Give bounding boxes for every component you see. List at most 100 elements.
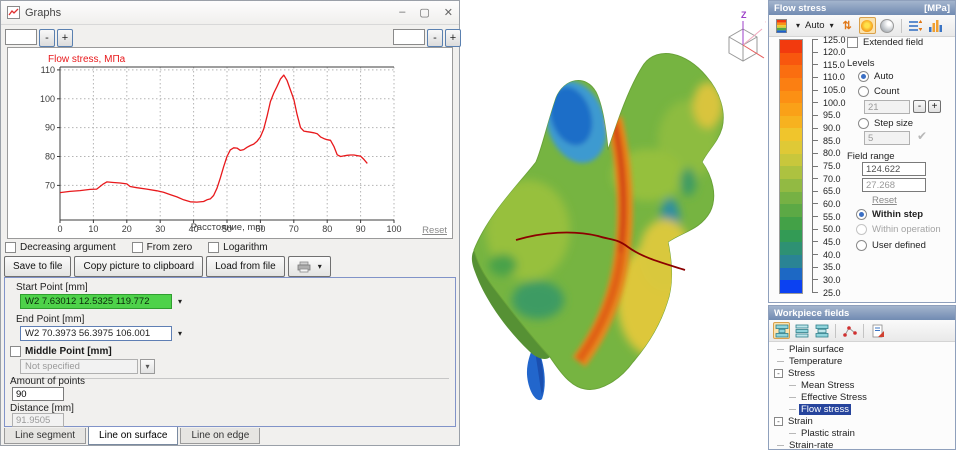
- svg-text:70: 70: [289, 224, 299, 234]
- tree-expander-icon[interactable]: -: [774, 416, 783, 426]
- colorbar-label: 60.0: [823, 198, 841, 209]
- end-point-dropdown-icon[interactable]: ▾: [178, 329, 183, 338]
- colorbar-label: 120.0: [823, 47, 846, 58]
- viewport-3d[interactable]: Z Y X: [461, 0, 773, 450]
- workpiece-only-icon[interactable]: [793, 322, 810, 339]
- checkbox-label: Decreasing argument: [20, 242, 116, 253]
- amount-of-points-input[interactable]: [12, 387, 64, 401]
- checkbox-box[interactable]: [131, 242, 143, 253]
- middle-point-checkbox[interactable]: Middle Point [mm]: [10, 346, 112, 357]
- copy-picture-button[interactable]: Copy picture to clipboard: [74, 256, 204, 277]
- close-button[interactable]: ✕: [443, 7, 453, 19]
- tree-item-label[interactable]: Plastic strain: [801, 427, 855, 439]
- tree-item-effective-stress[interactable]: Effective Stress: [769, 391, 955, 403]
- tree-item-strain[interactable]: - Strain: [769, 415, 955, 427]
- smooth-field-button[interactable]: [858, 17, 876, 34]
- radio-button[interactable]: [856, 240, 867, 251]
- tree-item-mean-stress[interactable]: Mean Stress: [769, 379, 955, 391]
- tree-item-plain-surface[interactable]: Plain surface: [769, 343, 955, 355]
- tree-item-temperature[interactable]: Temperature: [769, 355, 955, 367]
- tree-item-label[interactable]: Plain surface: [789, 343, 844, 355]
- extended-field-checkbox[interactable]: Extended field: [847, 37, 923, 48]
- tree-item-plastic-strain[interactable]: Plastic strain: [769, 427, 955, 439]
- logarithm-checkbox[interactable]: Logarithm: [208, 242, 268, 253]
- field-range-reset-link[interactable]: Reset: [872, 195, 897, 206]
- levels-count-radio[interactable]: Count: [858, 86, 899, 97]
- right-spinner-plus-button[interactable]: +: [445, 29, 461, 47]
- svg-text:50: 50: [222, 224, 232, 234]
- contour-sphere-icon[interactable]: [879, 17, 896, 34]
- tab-line-segment[interactable]: Line segment: [4, 428, 87, 444]
- apply-check-icon[interactable]: ✔: [917, 129, 928, 143]
- save-to-file-button[interactable]: Save to file: [4, 256, 72, 277]
- colorbar-band: [780, 90, 802, 104]
- checkbox-box[interactable]: [847, 37, 858, 48]
- radio-button[interactable]: [856, 209, 867, 220]
- tree-item-stress[interactable]: - Stress: [769, 367, 955, 379]
- swap-range-icon[interactable]: ⇅: [842, 20, 852, 32]
- colorbar-band: [780, 191, 802, 205]
- colorbar-band: [780, 128, 802, 142]
- right-spinner-input[interactable]: [393, 29, 425, 45]
- user-defined-radio[interactable]: User defined: [856, 240, 926, 251]
- count-plus-button[interactable]: +: [928, 100, 941, 113]
- right-spinner-minus-button[interactable]: -: [427, 29, 443, 47]
- maximize-button[interactable]: ▢: [419, 7, 430, 19]
- chart-reset-link[interactable]: Reset: [422, 225, 447, 236]
- tree-item-label[interactable]: Strain: [788, 415, 813, 427]
- minimize-button[interactable]: –: [399, 6, 406, 18]
- tree-expander-icon[interactable]: -: [774, 368, 783, 378]
- export-report-icon[interactable]: [869, 322, 886, 339]
- colorbar-label: 75.0: [823, 161, 841, 171]
- end-point-combo[interactable]: W2 70.3973 56.3975 106.001: [20, 326, 172, 341]
- tree-item-label[interactable]: Mean Stress: [801, 379, 855, 391]
- radio-button[interactable]: [858, 118, 869, 129]
- dies-only-icon[interactable]: [813, 322, 830, 339]
- tree-item-label[interactable]: Stress: [788, 367, 815, 379]
- tree-item-label[interactable]: Effective Stress: [801, 391, 867, 403]
- print-dropdown-button[interactable]: ▾: [287, 256, 331, 277]
- workpiece-fields-toolbar: [769, 320, 955, 342]
- tree-item-strain-rate[interactable]: Strain-rate: [769, 439, 955, 449]
- histogram-icon[interactable]: [927, 17, 944, 34]
- left-spinner-input[interactable]: [5, 29, 37, 45]
- middle-point-dropdown-button[interactable]: ▾: [140, 359, 155, 374]
- field-range-max-input[interactable]: [862, 162, 926, 176]
- radio-button[interactable]: [858, 71, 869, 82]
- from-zero-checkbox[interactable]: From zero: [131, 242, 192, 253]
- palette-icon[interactable]: [773, 17, 790, 34]
- left-spinner-minus-button[interactable]: -: [39, 29, 55, 47]
- tree-item-flow-stress[interactable]: Flow stress: [769, 403, 955, 415]
- palette-dropdown-icon[interactable]: ▾: [796, 21, 801, 30]
- decreasing-argument-checkbox[interactable]: Decreasing argument: [5, 242, 116, 253]
- start-point-combo[interactable]: W2 7.63012 12.5325 119.772: [20, 294, 172, 309]
- checkbox-box[interactable]: [5, 242, 16, 253]
- tree-item-label[interactable]: Flow stress: [799, 403, 852, 415]
- tree-item-label[interactable]: Strain-rate: [789, 439, 834, 450]
- auto-scale-dropdown[interactable]: Auto ▾: [803, 20, 836, 31]
- levels-auto-radio[interactable]: Auto: [858, 71, 894, 82]
- checkbox-box[interactable]: [208, 242, 220, 253]
- radio-button[interactable]: [858, 86, 869, 97]
- load-from-file-button[interactable]: Load from file: [206, 256, 285, 277]
- checkbox-box[interactable]: [10, 346, 21, 357]
- within-step-radio[interactable]: Within step: [856, 209, 923, 220]
- colorbar-tick: [812, 279, 818, 281]
- divider: [11, 378, 449, 379]
- colorbar-label: 50.0: [823, 224, 841, 235]
- levels-list-icon[interactable]: [907, 17, 924, 34]
- workpiece-with-dies-icon[interactable]: [773, 322, 790, 339]
- tracking-points-icon[interactable]: [841, 322, 858, 339]
- tab-line-on-edge[interactable]: Line on edge: [180, 428, 261, 444]
- tab-line-on-surface[interactable]: Line on surface: [88, 427, 179, 445]
- start-point-dropdown-icon[interactable]: ▾: [178, 297, 183, 306]
- field-range-min-input[interactable]: [862, 178, 926, 192]
- count-minus-button[interactable]: -: [913, 100, 926, 113]
- left-spinner-plus-button[interactable]: +: [57, 29, 73, 47]
- fields-tree: Plain surface Temperature - Stress Mean Stre…: [769, 343, 955, 449]
- tree-item-label[interactable]: Temperature: [789, 355, 843, 367]
- step-size-radio[interactable]: Step size: [858, 118, 913, 129]
- colorbar-label: 55.0: [823, 211, 841, 222]
- graphs-titlebar[interactable]: Graphs – ▢ ✕: [1, 1, 459, 25]
